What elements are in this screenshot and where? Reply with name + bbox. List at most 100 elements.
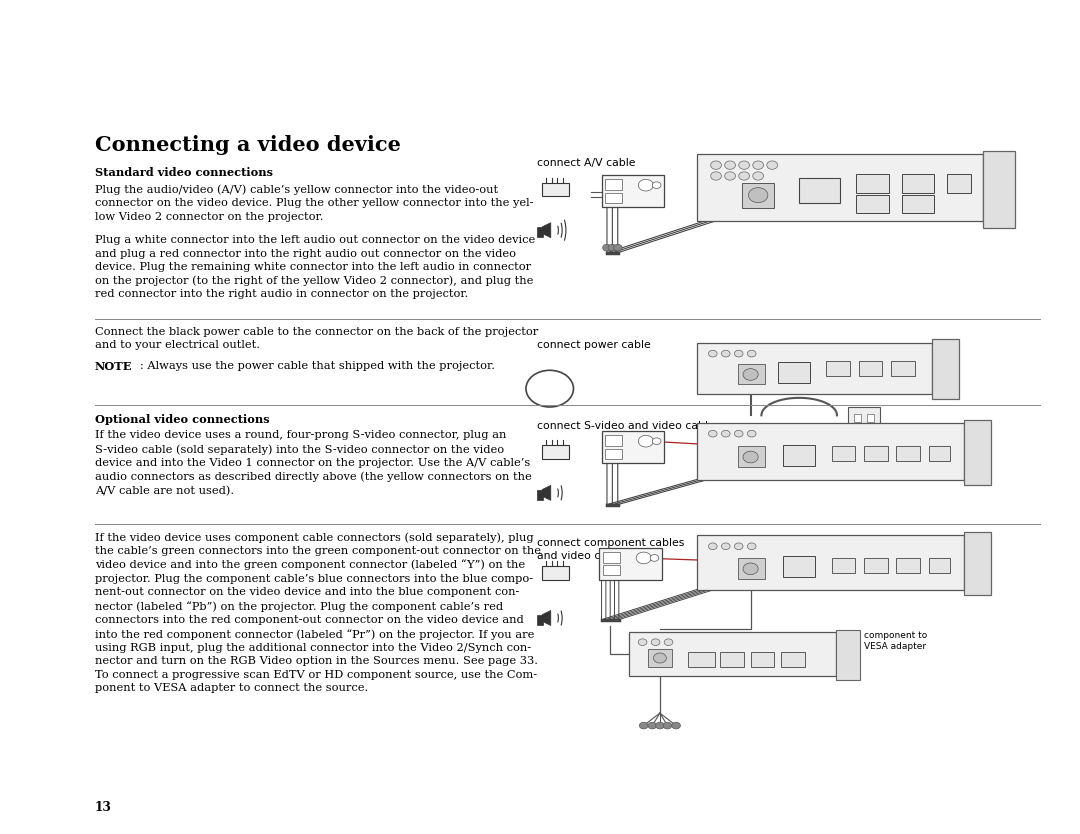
FancyBboxPatch shape (605, 435, 622, 446)
Circle shape (753, 172, 764, 180)
Circle shape (721, 543, 730, 550)
FancyBboxPatch shape (537, 615, 543, 625)
FancyBboxPatch shape (864, 558, 888, 573)
Text: If the video device uses component cable connectors (sold separately), plug
the : If the video device uses component cable… (95, 532, 541, 693)
FancyBboxPatch shape (891, 361, 915, 376)
FancyBboxPatch shape (848, 407, 880, 440)
FancyBboxPatch shape (697, 343, 932, 394)
Circle shape (652, 438, 661, 445)
Circle shape (613, 244, 622, 251)
FancyBboxPatch shape (697, 423, 964, 480)
Circle shape (743, 563, 758, 575)
FancyBboxPatch shape (603, 565, 620, 575)
FancyBboxPatch shape (720, 652, 744, 667)
FancyBboxPatch shape (902, 195, 934, 213)
Polygon shape (542, 610, 551, 626)
Circle shape (753, 161, 764, 169)
Circle shape (663, 722, 672, 729)
FancyBboxPatch shape (929, 558, 950, 573)
Circle shape (650, 555, 659, 561)
FancyBboxPatch shape (648, 649, 672, 667)
FancyBboxPatch shape (864, 446, 888, 461)
FancyBboxPatch shape (697, 535, 964, 590)
Circle shape (651, 639, 660, 646)
Circle shape (656, 722, 664, 729)
Text: connect power cable: connect power cable (537, 340, 650, 350)
Circle shape (608, 244, 617, 251)
Text: Plug a white connector into the left audio out connector on the video device
and: Plug a white connector into the left aud… (95, 235, 536, 299)
FancyBboxPatch shape (859, 361, 882, 376)
FancyBboxPatch shape (836, 630, 860, 680)
Circle shape (767, 161, 778, 169)
Circle shape (734, 430, 743, 437)
Text: component to
VESA adapter: component to VESA adapter (864, 631, 928, 651)
Circle shape (672, 722, 680, 729)
Text: 13: 13 (95, 801, 112, 814)
Circle shape (638, 639, 647, 646)
Circle shape (639, 722, 648, 729)
FancyBboxPatch shape (929, 446, 950, 461)
FancyBboxPatch shape (751, 652, 774, 667)
Text: connect component cables: connect component cables (537, 538, 684, 548)
Circle shape (747, 430, 756, 437)
FancyBboxPatch shape (896, 558, 920, 573)
FancyBboxPatch shape (826, 361, 850, 376)
FancyBboxPatch shape (537, 490, 543, 500)
Circle shape (603, 244, 611, 251)
Circle shape (747, 543, 756, 550)
FancyBboxPatch shape (983, 151, 1015, 228)
Circle shape (721, 350, 730, 357)
Circle shape (638, 435, 653, 447)
FancyBboxPatch shape (605, 193, 622, 203)
FancyBboxPatch shape (856, 195, 889, 213)
Text: Connecting a video device: Connecting a video device (95, 135, 401, 155)
Text: connect A/V cable: connect A/V cable (537, 158, 635, 168)
Circle shape (721, 430, 730, 437)
Circle shape (638, 179, 653, 191)
Circle shape (711, 172, 721, 180)
Circle shape (748, 188, 768, 203)
FancyBboxPatch shape (599, 548, 662, 580)
Text: Plug the audio/video (A/V) cable’s yellow connector into the video-out
connector: Plug the audio/video (A/V) cable’s yello… (95, 184, 534, 222)
FancyBboxPatch shape (738, 558, 765, 579)
Text: Connect the black power cable to the connector on the back of the projector
and : Connect the black power cable to the con… (95, 327, 538, 350)
FancyBboxPatch shape (542, 183, 569, 196)
FancyBboxPatch shape (867, 414, 874, 422)
FancyBboxPatch shape (896, 446, 920, 461)
Circle shape (648, 722, 657, 729)
FancyBboxPatch shape (602, 175, 664, 207)
FancyBboxPatch shape (602, 431, 664, 463)
Circle shape (708, 430, 717, 437)
Text: : Always use the power cable that shipped with the projector.: : Always use the power cable that shippe… (140, 361, 496, 371)
Polygon shape (542, 485, 551, 500)
Circle shape (734, 350, 743, 357)
Circle shape (739, 161, 750, 169)
Text: If the video device uses a round, four-prong S-video connector, plug an
S-video : If the video device uses a round, four-p… (95, 430, 531, 496)
Circle shape (664, 639, 673, 646)
Circle shape (653, 653, 666, 663)
FancyBboxPatch shape (858, 426, 870, 435)
FancyBboxPatch shape (832, 558, 855, 573)
FancyBboxPatch shape (947, 174, 971, 193)
FancyBboxPatch shape (688, 652, 715, 667)
Circle shape (652, 182, 661, 188)
FancyBboxPatch shape (629, 632, 836, 676)
FancyBboxPatch shape (783, 445, 815, 466)
FancyBboxPatch shape (738, 446, 765, 467)
FancyBboxPatch shape (902, 174, 934, 193)
Text: and video cables: and video cables (537, 551, 630, 561)
FancyBboxPatch shape (605, 449, 622, 459)
Circle shape (708, 350, 717, 357)
Text: NOTE: NOTE (95, 361, 133, 372)
Circle shape (526, 370, 573, 407)
FancyBboxPatch shape (738, 364, 765, 384)
Text: connect S-video and video cables: connect S-video and video cables (537, 421, 720, 431)
Circle shape (725, 161, 735, 169)
Circle shape (743, 451, 758, 463)
FancyBboxPatch shape (697, 154, 983, 221)
Circle shape (711, 161, 721, 169)
FancyBboxPatch shape (854, 414, 861, 422)
Text: Optional video connections: Optional video connections (95, 414, 270, 425)
FancyBboxPatch shape (603, 552, 620, 563)
FancyBboxPatch shape (932, 339, 959, 399)
